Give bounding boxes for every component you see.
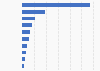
Bar xyxy=(22,23,32,27)
Bar xyxy=(22,30,30,34)
Bar xyxy=(22,44,27,48)
Bar xyxy=(22,17,35,20)
Bar xyxy=(22,58,25,61)
Bar xyxy=(22,37,29,41)
Bar xyxy=(22,3,90,7)
Bar xyxy=(22,51,26,54)
Bar xyxy=(22,10,45,13)
Bar xyxy=(22,64,24,68)
